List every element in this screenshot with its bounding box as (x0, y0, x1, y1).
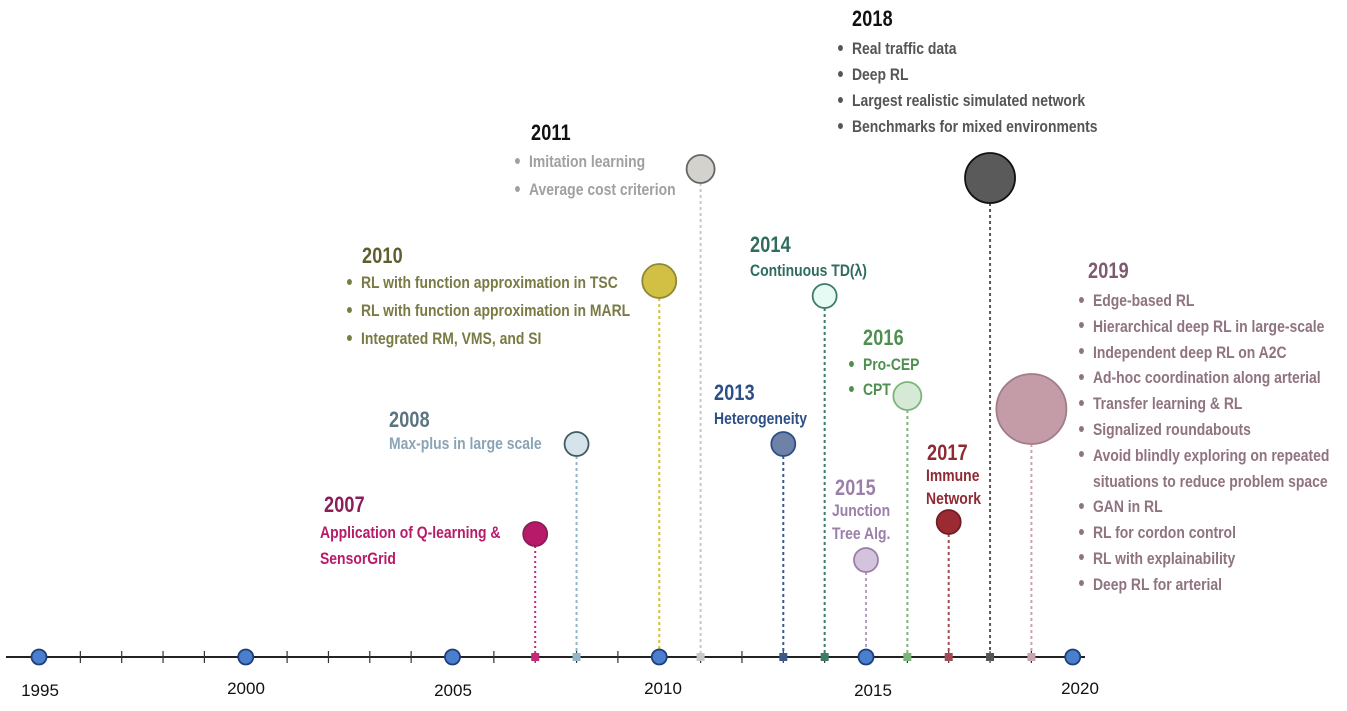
milestone-2019-item: Signalized roundabouts (1079, 417, 1329, 443)
milestone-2019-item: Ad-hoc coordination along arterial (1079, 365, 1329, 391)
milestone-2017-item: Immune (926, 466, 980, 485)
milestone-2018-axis-marker (986, 653, 995, 661)
axis-label-2020: 2020 (1061, 679, 1099, 698)
milestone-2019-item: Transfer learning & RL (1079, 391, 1329, 417)
milestone-2014-axis-marker (820, 653, 829, 661)
milestone-2011-axis-marker (696, 653, 705, 661)
milestone-2011-item: Average cost criterion (515, 177, 676, 203)
milestone-2017-axis-marker (944, 653, 953, 661)
milestone-2008-year: 2008 (389, 407, 430, 432)
milestone-2007-desc: Application of Q-learning & SensorGrid (320, 520, 500, 572)
milestone-2013-axis-marker (779, 653, 788, 661)
milestone-2011-item: Imitation learning (515, 149, 676, 175)
milestone-2019-desc: Edge-based RL Hierarchical deep RL in la… (1079, 288, 1329, 598)
milestone-2015-desc: Junction Tree Alg. (832, 499, 890, 545)
milestone-2016-item: Pro-CEP (849, 352, 919, 377)
milestone-2016-item: CPT (849, 377, 919, 402)
milestone-2007-item: SensorGrid (320, 549, 396, 568)
milestone-2016-year: 2016 (863, 325, 904, 350)
milestone-2016-desc: Pro-CEP CPT (849, 352, 919, 402)
milestone-2008-axis-marker (572, 653, 581, 661)
milestone-2007-item: Application of Q-learning & (320, 523, 501, 542)
milestone-2019-year: 2019 (1088, 258, 1129, 283)
milestone-2018-desc: Real traffic data Deep RL Largest realis… (838, 36, 1098, 140)
milestone-2019-item: Edge-based RL (1079, 288, 1329, 314)
milestone-2010-year: 2010 (362, 243, 403, 268)
milestone-2019-item-continued: situations to reduce problem space (1092, 471, 1328, 491)
axis-label-1995: 1995 (21, 681, 59, 700)
milestone-2010-item: Integrated RM, VMS, and SI (347, 326, 630, 352)
milestone-2016-axis-marker (903, 653, 912, 661)
axis-dot-2005 (444, 648, 461, 666)
milestone-2017-item: Network (926, 489, 982, 508)
milestone-2017-year: 2017 (927, 440, 968, 465)
milestone-2019-item: Deep RL for arterial (1079, 572, 1329, 598)
axis-dot-2010 (650, 648, 668, 666)
milestone-2019-item: GAN in RL (1079, 494, 1329, 520)
milestone-2013-year: 2013 (714, 380, 755, 405)
milestone-2018-item: Real traffic data (838, 36, 1098, 62)
milestone-2008-desc: Max-plus in large scale (389, 431, 542, 457)
milestone-2017-bubble (935, 509, 962, 535)
milestone-2015-bubble (853, 547, 879, 573)
axis-dot-2020 (1064, 648, 1082, 666)
milestone-2018-item: Benchmarks for mixed environments (838, 114, 1098, 140)
milestone-2011-bubble (685, 154, 716, 184)
axis-label-2005: 2005 (434, 681, 472, 700)
milestone-2017-desc: Immune Network (926, 464, 981, 510)
milestone-2008-item: Max-plus in large scale (389, 434, 542, 453)
milestone-2011-desc: Imitation learning Average cost criterio… (515, 149, 676, 203)
milestone-2019-item: Independent deep RL on A2C (1079, 340, 1329, 366)
milestone-2014-desc: Continuous TD(λ) (750, 258, 867, 284)
milestone-2016-bubble (892, 381, 923, 411)
axis-dot-2000 (237, 648, 255, 666)
axis-dot-2015 (857, 648, 875, 666)
milestone-2019-item: RL for cordon control (1079, 520, 1329, 546)
milestone-2007-year: 2007 (324, 492, 365, 517)
milestone-2011-year: 2011 (531, 120, 571, 145)
milestone-2010-item: RL with function approximation in MARL (347, 298, 630, 324)
axis-label-2010: 2010 (644, 679, 682, 698)
axis-dot-1995 (30, 648, 48, 666)
milestone-2014-bubble (811, 283, 838, 309)
milestone-2018-year: 2018 (852, 6, 893, 31)
milestone-2013-item: Heterogeneity (714, 409, 807, 428)
milestone-2015-item: Junction (832, 501, 891, 520)
milestone-2010-item: RL with function approximation in TSC (347, 270, 630, 296)
milestone-2014-item: Continuous TD(λ) (750, 261, 867, 280)
milestone-2019-bubble (995, 373, 1068, 445)
milestone-2019-item: RL with explainability (1079, 546, 1329, 572)
milestone-2018-bubble (964, 152, 1016, 204)
milestone-2015-item: Tree Alg. (832, 524, 891, 543)
milestone-2008-bubble (563, 431, 590, 457)
milestone-2019-axis-marker (1027, 653, 1036, 661)
axis-label-2015: 2015 (854, 681, 892, 700)
milestone-2007-bubble (522, 521, 549, 547)
milestone-2018-item: Largest realistic simulated network (838, 88, 1098, 114)
axis-label-2000: 2000 (227, 679, 265, 698)
milestone-2018-item: Deep RL (838, 62, 1098, 88)
milestone-2019-item: Avoid blindly exploring on repeated (1079, 443, 1329, 469)
milestone-2019-item: Hierarchical deep RL in large-scale (1079, 314, 1329, 340)
milestone-2007-axis-marker (531, 653, 540, 661)
milestone-2013-desc: Heterogeneity (714, 406, 807, 432)
milestone-2015-year: 2015 (835, 475, 876, 500)
milestone-2014-year: 2014 (750, 232, 791, 257)
milestone-2010-bubble (641, 263, 678, 299)
milestone-2010-desc: RL with function approximation in TSC RL… (347, 270, 630, 352)
milestone-2013-bubble (770, 431, 797, 457)
